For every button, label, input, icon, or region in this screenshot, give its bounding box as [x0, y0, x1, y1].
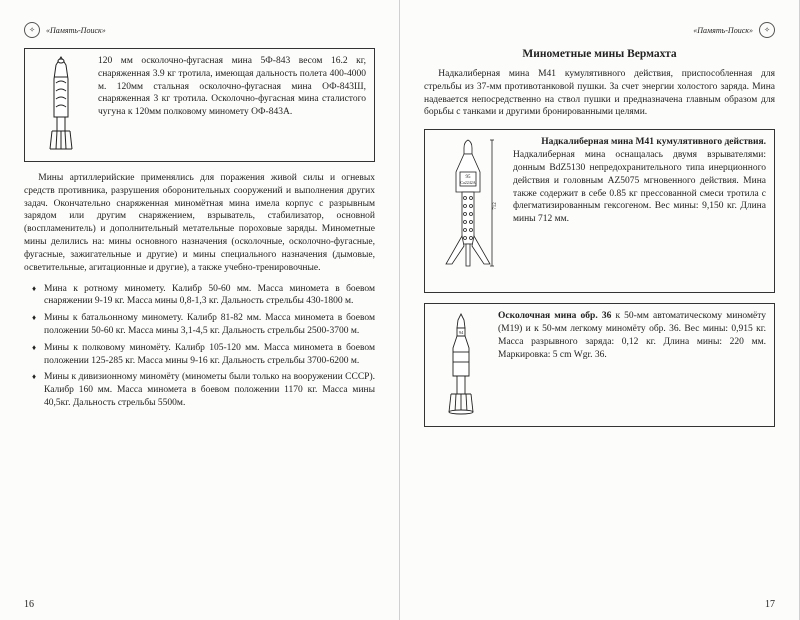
- shell-120mm-drawing: [33, 55, 88, 155]
- section-title: Минометные мины Вермахта: [424, 48, 775, 60]
- page-header-right: «Память-Поиск» ✧: [424, 22, 775, 38]
- page-number-right: 17: [765, 599, 775, 610]
- body-paragraph: Мины артиллерийские применялись для пора…: [24, 172, 375, 275]
- info-box-obr36: 94 Осколочная мина обр. 36 к 50-мм автом…: [424, 303, 775, 427]
- page-header-left: ✧ «Память-Поиск»: [24, 22, 375, 38]
- box-m41-title: Надкалиберная мина М41 кумулятивного дей…: [513, 136, 766, 149]
- box-obr36-text: Осколочная мина обр. 36 к 50-мм автомати…: [498, 310, 766, 420]
- list-item: Мина к ротному миномету. Калибр 50-60 мм…: [32, 283, 375, 309]
- bullet-list: Мина к ротному миномету. Калибр 50-60 мм…: [24, 283, 375, 414]
- org-name: «Память-Поиск»: [46, 26, 106, 35]
- logo-icon: ✧: [759, 22, 775, 38]
- intro-paragraph: Надкалиберная мина М41 кумулятивного дей…: [424, 68, 775, 119]
- list-item: Мины к батальонному миномету. Калибр 81-…: [32, 312, 375, 338]
- box-120mm-text: 120 мм осколочно-фугасная мина 5Ф-843 ве…: [98, 55, 366, 155]
- m41-drawing: 95 Ca2242A 712: [433, 136, 503, 286]
- box-m41-text: Надкалиберная мина М41 кумулятивного дей…: [513, 136, 766, 286]
- list-item: Мины к дивизионному миномёту (минометы б…: [32, 371, 375, 409]
- list-item: Мины к полковому миномёту. Калибр 105-12…: [32, 342, 375, 368]
- page-left: ✧ «Память-Поиск»: [0, 0, 400, 620]
- info-box-120mm: 120 мм осколочно-фугасная мина 5Ф-843 ве…: [24, 48, 375, 162]
- shell50-label: 94: [458, 330, 463, 335]
- m41-label2: Ca2242A: [460, 180, 475, 185]
- box-m41-body: Надкалиберная мина оснащалась двумя взры…: [513, 150, 766, 224]
- shell-50mm-drawing: 94: [433, 310, 488, 420]
- page-right: «Память-Поиск» ✧ Минометные мины Вермахт…: [400, 0, 800, 620]
- m41-dim: 712: [493, 202, 498, 210]
- page-number-left: 16: [24, 599, 34, 610]
- logo-icon: ✧: [24, 22, 40, 38]
- info-box-m41: 95 Ca2242A 712: [424, 129, 775, 293]
- box-obr36-title: Осколочная мина обр. 36: [498, 311, 611, 321]
- org-name: «Память-Поиск»: [693, 26, 753, 35]
